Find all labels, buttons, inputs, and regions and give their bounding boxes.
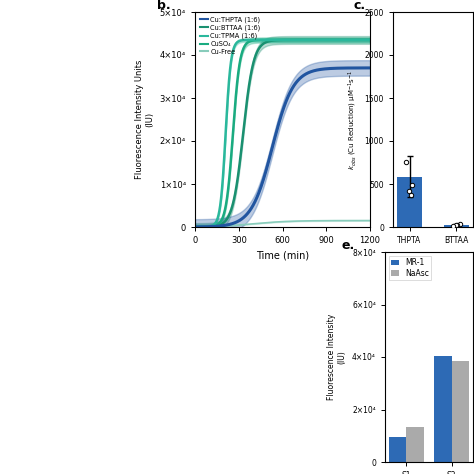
Bar	[452, 361, 469, 462]
Y-axis label: Fluorescence Intensity
(IU): Fluorescence Intensity (IU)	[327, 314, 346, 400]
Text: b.: b.	[156, 0, 170, 12]
Point	[453, 222, 460, 229]
Point	[408, 181, 416, 189]
Point	[402, 158, 410, 165]
Y-axis label: $k_{obs}$ (Cu Reduction) µM$^{-1}$s$^{-1}$: $k_{obs}$ (Cu Reduction) µM$^{-1}$s$^{-1…	[347, 70, 359, 170]
Bar	[406, 427, 424, 462]
Point	[408, 191, 415, 199]
Text: e.: e.	[341, 239, 354, 252]
Point	[457, 220, 465, 228]
Point	[453, 221, 461, 228]
Point	[405, 187, 413, 195]
Legend: Cu:THPTA (1:6), Cu:BTTAA (1:6), Cu:TPMA (1:6), CuSO₄, Cu-Free: Cu:THPTA (1:6), Cu:BTTAA (1:6), Cu:TPMA …	[198, 15, 262, 56]
Bar	[435, 356, 452, 462]
X-axis label: Time (min): Time (min)	[256, 251, 309, 261]
Y-axis label: Fluorescence Intensity Units
(IU): Fluorescence Intensity Units (IU)	[135, 60, 154, 179]
Text: c.: c.	[353, 0, 365, 12]
Point	[449, 222, 456, 230]
Bar	[444, 225, 469, 227]
Bar	[397, 177, 422, 227]
Bar	[389, 437, 406, 462]
Legend: MR-1, NaAsc: MR-1, NaAsc	[389, 256, 431, 280]
